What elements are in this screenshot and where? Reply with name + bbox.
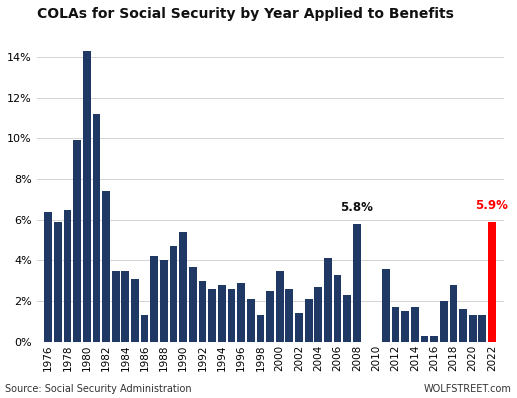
Text: 5.9%: 5.9% bbox=[476, 199, 508, 212]
Bar bbox=[478, 315, 486, 342]
Bar bbox=[382, 269, 390, 342]
Text: Source: Social Security Administration: Source: Social Security Administration bbox=[5, 384, 192, 394]
Text: 5.8%: 5.8% bbox=[341, 201, 373, 214]
Bar bbox=[411, 307, 419, 342]
Bar bbox=[83, 51, 90, 342]
Bar bbox=[141, 315, 148, 342]
Bar bbox=[208, 289, 216, 342]
Bar bbox=[131, 279, 139, 342]
Bar bbox=[334, 275, 341, 342]
Bar bbox=[295, 313, 303, 342]
Bar bbox=[305, 299, 312, 342]
Bar bbox=[256, 315, 264, 342]
Bar bbox=[218, 285, 225, 342]
Bar bbox=[227, 289, 235, 342]
Bar bbox=[440, 301, 448, 342]
Text: WOLFSTREET.com: WOLFSTREET.com bbox=[424, 384, 512, 394]
Bar bbox=[112, 271, 119, 342]
Bar bbox=[189, 267, 197, 342]
Bar bbox=[237, 283, 245, 342]
Bar bbox=[73, 140, 81, 342]
Bar bbox=[449, 285, 457, 342]
Bar bbox=[469, 315, 477, 342]
Bar bbox=[199, 281, 206, 342]
Bar bbox=[64, 209, 71, 342]
Bar bbox=[160, 260, 168, 342]
Bar bbox=[121, 271, 129, 342]
Bar bbox=[285, 289, 293, 342]
Bar bbox=[459, 309, 467, 342]
Bar bbox=[314, 287, 322, 342]
Bar bbox=[266, 291, 274, 342]
Bar bbox=[430, 336, 438, 342]
Bar bbox=[324, 258, 332, 342]
Bar bbox=[420, 336, 428, 342]
Bar bbox=[54, 222, 62, 342]
Bar bbox=[276, 271, 283, 342]
Text: COLAs for Social Security by Year Applied to Benefits: COLAs for Social Security by Year Applie… bbox=[37, 7, 453, 21]
Bar bbox=[93, 114, 100, 342]
Bar bbox=[353, 224, 361, 342]
Bar bbox=[488, 222, 496, 342]
Bar bbox=[179, 232, 187, 342]
Bar bbox=[170, 246, 177, 342]
Bar bbox=[150, 256, 158, 342]
Bar bbox=[44, 212, 52, 342]
Bar bbox=[247, 299, 254, 342]
Bar bbox=[343, 295, 351, 342]
Bar bbox=[401, 311, 409, 342]
Bar bbox=[391, 307, 399, 342]
Bar bbox=[102, 191, 110, 342]
